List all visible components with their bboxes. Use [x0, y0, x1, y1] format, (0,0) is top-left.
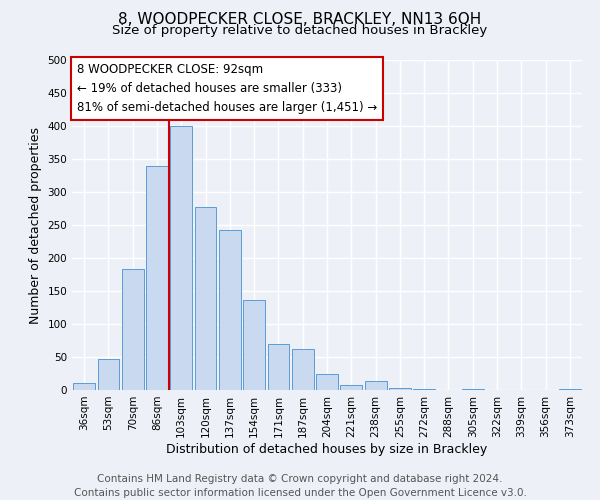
Text: 8, WOODPECKER CLOSE, BRACKLEY, NN13 6QH: 8, WOODPECKER CLOSE, BRACKLEY, NN13 6QH: [118, 12, 482, 28]
Bar: [365, 382, 386, 390]
Bar: [559, 388, 581, 390]
Bar: [219, 230, 241, 390]
Text: 8 WOODPECKER CLOSE: 92sqm
← 19% of detached houses are smaller (333)
81% of semi: 8 WOODPECKER CLOSE: 92sqm ← 19% of detac…: [77, 64, 377, 114]
X-axis label: Distribution of detached houses by size in Brackley: Distribution of detached houses by size …: [166, 442, 488, 456]
Bar: [316, 374, 338, 390]
Text: Contains HM Land Registry data © Crown copyright and database right 2024.
Contai: Contains HM Land Registry data © Crown c…: [74, 474, 526, 498]
Bar: [170, 126, 192, 390]
Bar: [122, 268, 143, 390]
Bar: [292, 349, 314, 390]
Bar: [340, 384, 362, 390]
Bar: [97, 359, 119, 390]
Bar: [73, 384, 95, 390]
Bar: [146, 166, 168, 390]
Bar: [243, 300, 265, 390]
Bar: [389, 388, 411, 390]
Y-axis label: Number of detached properties: Number of detached properties: [29, 126, 42, 324]
Bar: [194, 206, 217, 390]
Text: Size of property relative to detached houses in Brackley: Size of property relative to detached ho…: [112, 24, 488, 37]
Bar: [268, 344, 289, 390]
